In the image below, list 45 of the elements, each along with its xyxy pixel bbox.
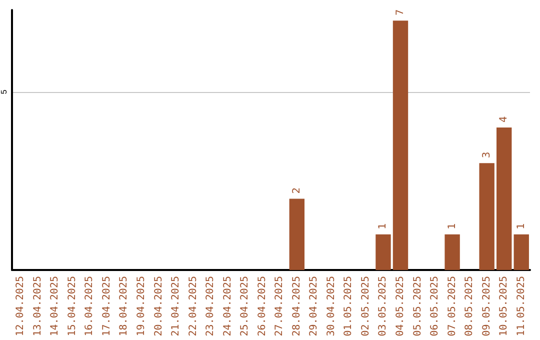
x-tick-label: 27.04.2025: [274, 276, 286, 336]
x-tick-label: 26.04.2025: [256, 276, 268, 336]
x-tick-label: 12.04.2025: [15, 276, 26, 336]
x-tick-label: 23.04.2025: [205, 276, 216, 336]
x-tick-label: 03.05.2025: [378, 276, 389, 336]
bar: [444, 234, 460, 270]
data-label: 1: [378, 223, 389, 230]
x-tick-label: 08.05.2025: [464, 276, 476, 336]
x-tick-label: 18.04.2025: [118, 276, 130, 336]
x-tick-label: 19.04.2025: [136, 276, 147, 336]
x-tick-label: 11.05.2025: [516, 276, 527, 336]
data-label: 3: [481, 152, 492, 158]
x-tick-label: 15.04.2025: [66, 276, 78, 336]
data-label: 2: [291, 187, 302, 194]
x-tick-label: 22.04.2025: [188, 276, 199, 336]
x-tick-label: 21.04.2025: [170, 276, 182, 336]
bar: [496, 128, 512, 270]
data-label: 1: [446, 223, 458, 230]
x-tick-label: 09.05.2025: [481, 276, 492, 336]
x-tick-label: 05.05.2025: [412, 276, 424, 336]
data-label: 7: [395, 9, 406, 16]
y-tick-label: 5: [0, 89, 8, 94]
x-tick-label: 16.04.2025: [84, 276, 96, 336]
bar: [376, 234, 391, 270]
x-tick-label: 01.05.2025: [343, 276, 354, 336]
x-tick-label: 20.04.2025: [153, 276, 164, 336]
x-tick-label: 28.04.2025: [291, 276, 302, 336]
x-tick-label: 10.05.2025: [498, 276, 510, 336]
x-tick-label: 13.04.2025: [32, 276, 44, 336]
bar: [289, 198, 304, 270]
x-tick-label: 02.05.2025: [360, 276, 372, 336]
x-tick-label: 25.04.2025: [240, 276, 251, 336]
x-tick-label: 06.05.2025: [430, 276, 441, 336]
x-tick-label: 14.04.2025: [50, 276, 61, 336]
x-tick-label: 29.04.2025: [308, 276, 320, 336]
bar: [479, 163, 494, 270]
x-tick-label: 24.04.2025: [222, 276, 234, 336]
x-tick-label: 04.05.2025: [395, 276, 406, 336]
data-label: 4: [498, 116, 510, 123]
x-tick-label: 17.04.2025: [101, 276, 112, 336]
data-label: 1: [516, 223, 527, 230]
bar: [392, 20, 408, 270]
bar: [514, 234, 529, 270]
x-tick-label: 07.05.2025: [446, 276, 458, 336]
x-tick-label: 30.04.2025: [326, 276, 337, 336]
